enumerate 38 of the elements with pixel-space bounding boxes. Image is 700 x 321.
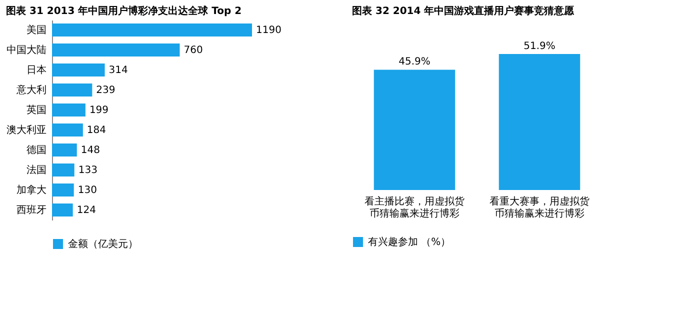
data-label: 148 [80,145,100,156]
bar [52,164,74,176]
bar [52,24,252,36]
y-tick-label: 澳大利亚 [6,124,46,136]
bar [52,124,83,136]
chart-title: 图表 32 2014 年中国游戏直播用户赛事竞猜意愿 [352,5,576,17]
x-tick-label: 看重大赛事，用虚拟货币猜输赢来进行博彩 [490,196,590,220]
data-label: 239 [96,85,116,96]
y-tick-label: 意大利 [16,84,46,96]
y-tick-label: 西班牙 [16,204,46,216]
bar [52,144,77,156]
y-tick-label: 中国大陆 [6,44,46,56]
bar [52,44,180,56]
chart-title: 图表 31 2013 年中国用户博彩净支出达全球 Top 2 [6,5,242,17]
y-tick-label: 加拿大 [16,184,46,196]
data-label: 51.9% [524,41,556,52]
y-tick-label: 日本 [26,64,46,76]
bar [52,204,73,216]
bar [52,84,92,96]
x-tick-label: 看主播比赛，用虚拟货币猜输赢来进行博彩 [364,196,464,220]
data-label: 1190 [256,25,282,36]
bar [52,64,105,76]
data-label: 199 [89,105,109,116]
data-label: 314 [108,65,128,76]
data-label: 760 [184,45,203,56]
y-tick-label: 法国 [26,164,46,176]
y-tick-label: 德国 [26,145,46,156]
y-tick-label: 英国 [26,104,46,116]
data-label: 130 [78,185,97,196]
data-label: 45.9% [398,56,430,68]
legend-label: 金额（亿美元） [68,238,138,250]
y-tick-label: 美国 [26,24,46,36]
data-label: 184 [86,125,106,136]
bar [52,104,86,116]
data-label: 133 [78,165,98,176]
bar [52,184,74,196]
data-label: 124 [76,205,96,216]
legend-label: 有兴趣参加 （%） [368,236,451,248]
